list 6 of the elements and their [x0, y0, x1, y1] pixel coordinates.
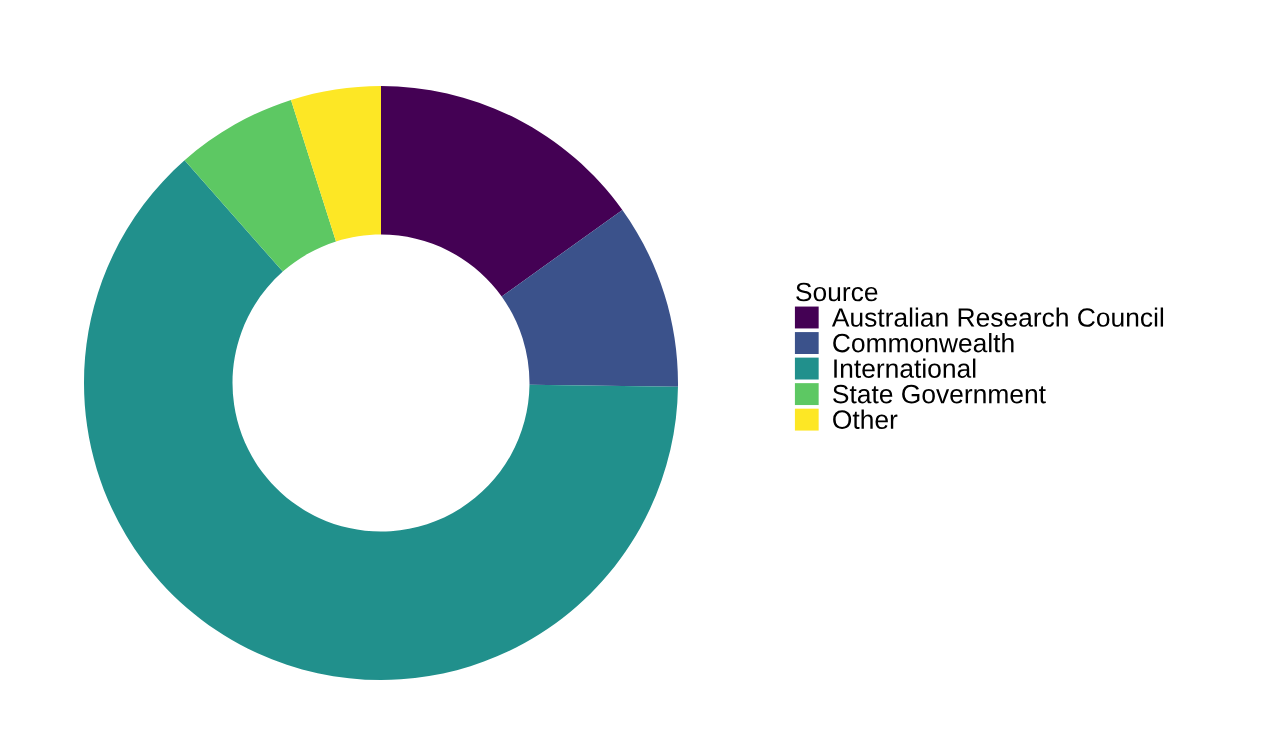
legend-title: Source [796, 282, 878, 302]
legend-label: Commonwealth [833, 333, 1014, 353]
legend-label: International [834, 358, 976, 378]
legend-label: State Government [833, 384, 1046, 404]
legend-label: Other [833, 409, 898, 429]
legend-label: Australian Research Council [831, 307, 1164, 327]
